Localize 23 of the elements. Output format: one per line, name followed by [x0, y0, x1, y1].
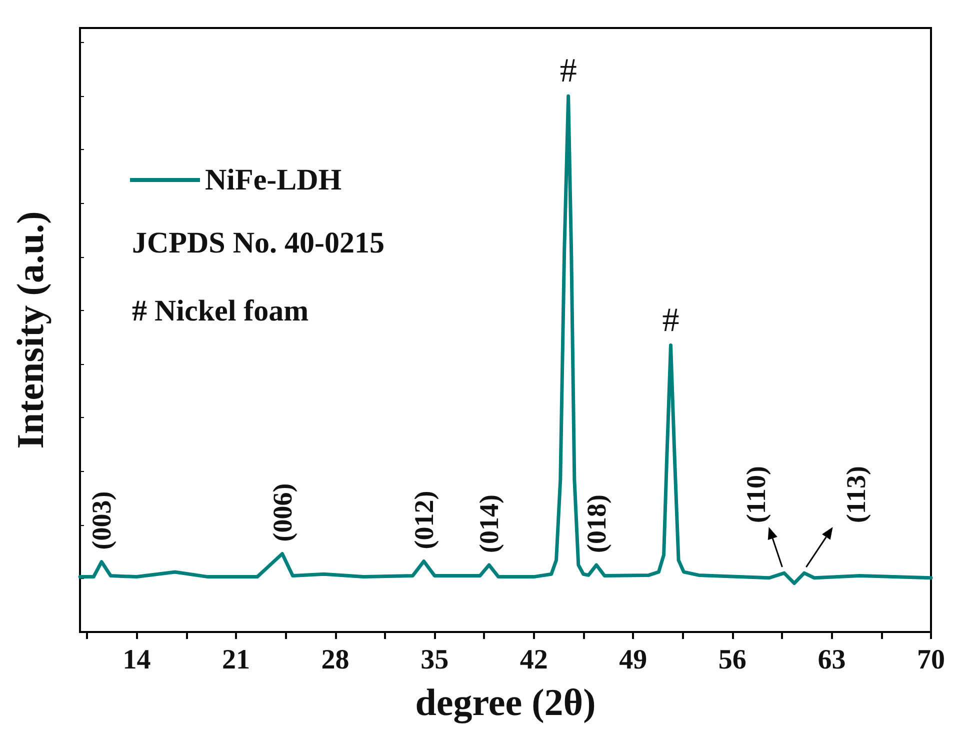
- annotation: (006): [267, 483, 298, 542]
- annotation: JCPDS No. 40-0215: [132, 226, 384, 260]
- x-tick-label: 14: [122, 644, 151, 676]
- x-tick-label: 49: [619, 644, 648, 676]
- annotation: (110): [741, 466, 772, 524]
- x-tick-label: 35: [420, 644, 449, 676]
- annotation: (018): [581, 494, 612, 554]
- x-tick-label: 56: [718, 644, 746, 676]
- x-tick-label: 21: [222, 644, 250, 676]
- annotation: (014): [474, 494, 504, 554]
- annotation: (003): [86, 491, 117, 550]
- x-tick-label: 28: [321, 644, 350, 676]
- annotation: #: [662, 302, 680, 339]
- x-tick-label: 42: [520, 644, 548, 676]
- x-tick-label: 70: [917, 644, 945, 676]
- legend-label: NiFe-LDH: [205, 164, 342, 196]
- annotation: (113): [841, 466, 872, 524]
- x-tick-label: 63: [818, 644, 846, 676]
- y-axis-title: Intensity (a.u.): [10, 211, 52, 449]
- annotation: #: [560, 52, 577, 90]
- annotation: (012): [408, 490, 439, 550]
- x-axis-title: degree (2θ): [415, 682, 596, 724]
- annotation: # Nickel foam: [132, 294, 309, 328]
